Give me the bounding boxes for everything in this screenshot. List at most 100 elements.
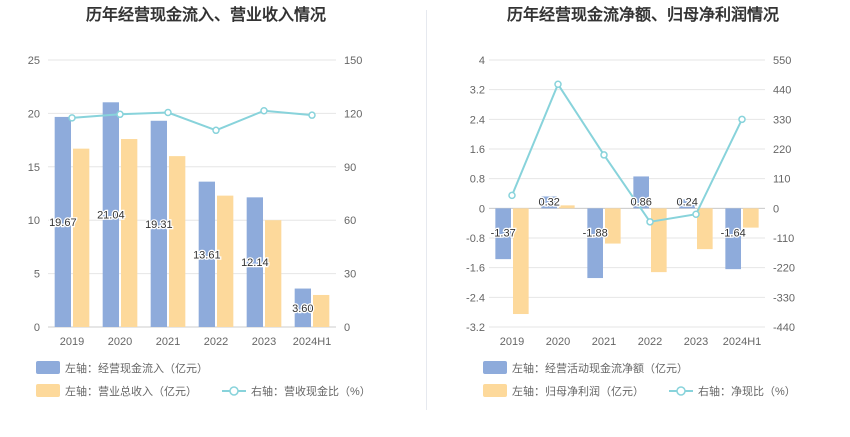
line-point (554, 80, 562, 89)
y-left-tick-label: -2.4 (466, 292, 485, 304)
legend-label: 左轴：归母净利润（亿元） (512, 384, 644, 398)
bar-primary (633, 176, 649, 209)
y-left-tick-label: -3.2 (466, 322, 485, 334)
data-label: 12.14 (241, 257, 269, 269)
x-tick-label: 2022 (638, 336, 662, 348)
bar-primary (198, 181, 215, 327)
y-right-tick-label: 220 (773, 144, 791, 156)
y-left-tick-label: 0 (34, 322, 40, 334)
x-tick-label: 2024H1 (723, 336, 762, 348)
bar-secondary (265, 220, 282, 327)
data-label: 0.32 (538, 196, 559, 208)
bar-secondary (605, 208, 621, 244)
chart-title: 历年经营现金流入、营业收入情况 (86, 5, 326, 24)
line-point (600, 151, 608, 159)
bar-primary (54, 116, 71, 327)
data-label: -1.37 (491, 227, 516, 239)
bar-secondary (73, 148, 90, 327)
y-right-tick-label: -110 (773, 233, 794, 245)
legend-swatch-point (229, 386, 239, 396)
y-right-tick-label: 0 (773, 203, 779, 215)
y-left-tick-label: 4 (479, 55, 485, 67)
legend-swatch (483, 384, 507, 397)
y-right-tick-label: 550 (773, 55, 791, 67)
y-left-tick-label: 2.4 (470, 114, 485, 126)
y-left-tick-label: -0.8 (466, 233, 485, 245)
legend-label: 左轴：经营现金流入（亿元） (65, 361, 208, 375)
line-point (260, 106, 268, 115)
y-right-tick-label: -440 (773, 322, 795, 334)
y-right-tick-label: 60 (344, 215, 356, 227)
line-point (308, 111, 316, 119)
x-tick-label: 2020 (546, 336, 570, 348)
bar-primary (495, 208, 511, 260)
line-point (738, 115, 746, 124)
bar-secondary (559, 205, 575, 209)
x-tick-label: 2022 (204, 336, 228, 348)
y-right-tick-label: 0 (344, 322, 350, 334)
x-tick-label: 2019 (500, 336, 524, 348)
bar-primary (541, 196, 557, 209)
data-label: 0.86 (630, 196, 651, 208)
data-label: -1.88 (583, 227, 608, 239)
x-tick-label: 2023 (684, 336, 708, 348)
line-point (646, 218, 654, 226)
y-right-tick-label: 110 (773, 174, 791, 186)
data-label: 19.67 (49, 217, 77, 229)
bar-secondary (513, 208, 529, 315)
y-left-tick-label: -1.6 (466, 263, 485, 275)
legend-label: 左轴：营业总收入（亿元） (65, 384, 197, 398)
bar-secondary (651, 208, 667, 273)
series-line (71, 109, 313, 132)
legend-label: 右轴：净现比（%） (698, 384, 796, 398)
bar-secondary (121, 139, 138, 327)
bar-primary (150, 120, 167, 328)
chart-panel-right: 历年经营现金流净额、归母净利润情况 -3.2 -2.4 -1.6 -0.8 0 0.8 1.6… (425, 0, 850, 437)
bar-secondary (169, 156, 186, 327)
bar-secondary (697, 208, 713, 250)
legend-swatch (36, 361, 60, 374)
bar-secondary (743, 208, 759, 228)
x-tick-label: 2020 (108, 336, 132, 348)
line-point (116, 110, 124, 119)
x-tick-label: 2021 (156, 336, 180, 348)
y-left-tick-label: 5 (34, 269, 40, 281)
line-point (68, 114, 76, 122)
x-tick-label: 2019 (60, 336, 84, 348)
y-left-tick-label: 10 (28, 215, 40, 227)
y-right-tick-label: 330 (773, 114, 791, 126)
x-tick-label: 2021 (592, 336, 616, 348)
data-label: 19.31 (145, 219, 173, 231)
bar-secondary (217, 195, 234, 327)
y-right-tick-label: 440 (773, 85, 791, 97)
legend-swatch (36, 384, 60, 397)
line-point (508, 191, 516, 200)
legend-swatch-point (676, 386, 686, 396)
y-left-tick-label: 0 (479, 203, 485, 215)
line-point (212, 126, 220, 135)
bar-primary (725, 208, 741, 270)
bar-primary (246, 197, 263, 327)
y-left-tick-label: 1.6 (470, 144, 485, 156)
chart-panel-left: 历年经营现金流入、营业收入情况 0 5 10 15 20 25 0 30 60 90 120 150 20… (28, 5, 371, 398)
y-right-tick-label: 150 (344, 55, 362, 67)
line-point (692, 210, 700, 219)
y-left-tick-label: 15 (28, 162, 40, 174)
y-left-tick-label: 0.8 (470, 174, 485, 186)
x-tick-label: 2024H1 (293, 336, 332, 348)
chart-svg: 历年经营现金流入、营业收入情况 0 5 10 15 20 25 0 30 60 90 120 150 20… (28, 5, 371, 398)
data-label: -1.64 (721, 227, 746, 239)
data-label: 13.61 (193, 249, 221, 261)
bar-primary (679, 199, 695, 209)
chart-title: 历年经营现金流净额、归母净利润情况 (507, 5, 779, 24)
bar-primary (587, 208, 603, 279)
y-right-tick-label: -330 (773, 292, 795, 304)
series-line (511, 82, 743, 223)
data-label: 0.24 (676, 196, 697, 208)
y-right-tick-label: 120 (344, 108, 362, 120)
data-label: 21.04 (97, 210, 125, 222)
legend-label: 左轴：经营活动现金流净额（亿元） (512, 361, 688, 375)
x-tick-label: 2023 (252, 336, 276, 348)
panel-divider (426, 10, 427, 410)
legend-label: 右轴：营收现金比（%） (251, 384, 371, 398)
